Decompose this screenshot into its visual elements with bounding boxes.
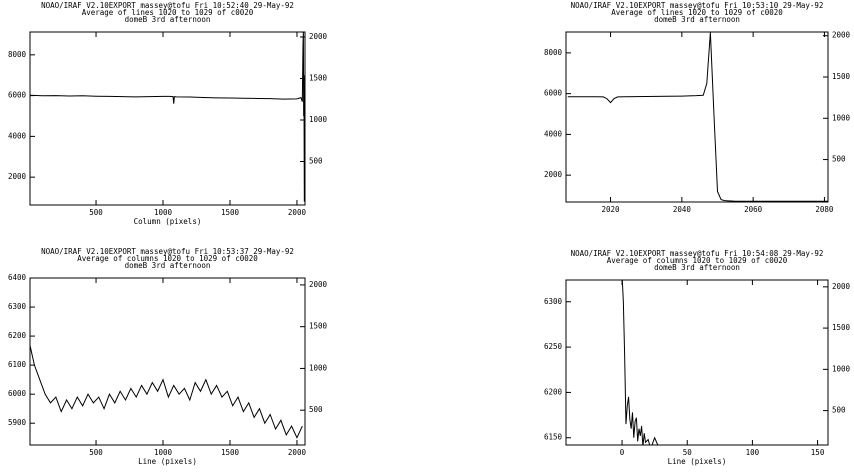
plot-title: Average of columns 1020 to 1029 of c0020: [607, 256, 788, 265]
y2-tick-label: 1500: [832, 323, 851, 332]
plot-frame: [29, 277, 306, 446]
x-tick-label: 2000: [288, 448, 307, 457]
y2-tick-label: 1500: [309, 322, 328, 331]
x-axis-label: Line (pixels): [668, 457, 727, 466]
y-tick-label: 6200: [8, 331, 27, 340]
plot-frame: [29, 31, 306, 206]
plot-title: domeB 3rd afternoon: [654, 15, 740, 24]
plot-title: Average of columns 1020 to 1029 of c0020: [77, 254, 258, 263]
y2-tick-label: 1000: [832, 364, 851, 373]
x-tick-label: 2080: [815, 205, 834, 214]
x-tick-label: 500: [89, 208, 103, 217]
y-tick-label: 6200: [544, 387, 563, 396]
plot-title: domeB 3rd afternoon: [125, 261, 211, 270]
y-tick-label: 4000: [544, 129, 563, 138]
x-axis-label: Column (pixels): [134, 217, 202, 226]
plot-title: Average of lines 1020 to 1029 of c0020: [82, 8, 254, 17]
y-tick-label: 6250: [544, 342, 563, 351]
y-tick-label: 8000: [8, 50, 27, 59]
data-line: [621, 280, 659, 445]
y-tick-label: 6100: [8, 360, 27, 369]
y-tick-label: 6150: [544, 433, 563, 442]
x-tick-label: 2040: [673, 205, 692, 214]
x-tick-label: 1000: [154, 448, 173, 457]
x-tick-label: 0: [620, 448, 625, 457]
plot-title: NOAO/IRAF V2.10EXPORT massey@tofu Fri 10…: [571, 249, 824, 258]
plot-title: NOAO/IRAF V2.10EXPORT massey@tofu Fri 10…: [41, 1, 294, 10]
plot-frame: [565, 279, 829, 446]
y-tick-label: 6300: [544, 297, 563, 306]
y2-tick-label: 2000: [832, 31, 851, 40]
y-tick-label: 6400: [8, 273, 27, 282]
y2-tick-label: 1500: [832, 72, 851, 81]
y-tick-label: 6000: [544, 89, 563, 98]
x-tick-label: 150: [811, 448, 825, 457]
y-tick-label: 2000: [8, 172, 27, 181]
y-tick-label: 6000: [8, 91, 27, 100]
x-tick-label: 2020: [602, 205, 621, 214]
plot-title: NOAO/IRAF V2.10EXPORT massey@tofu Fri 10…: [41, 247, 294, 256]
y2-tick-label: 2000: [832, 282, 851, 291]
y-tick-label: 8000: [544, 48, 563, 57]
y2-tick-label: 500: [832, 155, 846, 164]
data-line: [567, 32, 828, 202]
y-tick-label: 6300: [8, 302, 27, 311]
plot-title: Average of lines 1020 to 1029 of c0020: [611, 8, 783, 17]
x-tick-label: 1500: [221, 208, 240, 217]
x-tick-label: 500: [89, 448, 103, 457]
plot-title: NOAO/IRAF V2.10EXPORT massey@tofu Fri 10…: [571, 1, 824, 10]
y-tick-label: 4000: [8, 131, 27, 140]
x-tick-label: 1000: [154, 208, 173, 217]
plot-frame: [565, 31, 829, 203]
y2-tick-label: 1000: [309, 115, 328, 124]
y2-tick-label: 500: [309, 157, 323, 166]
y2-tick-label: 1500: [309, 73, 328, 82]
x-tick-label: 50: [683, 448, 693, 457]
data-line: [30, 32, 305, 202]
data-line: [30, 343, 303, 439]
plot-title: domeB 3rd afternoon: [654, 263, 740, 272]
y-tick-label: 6000: [8, 389, 27, 398]
y2-tick-label: 2000: [309, 280, 328, 289]
x-tick-label: 2060: [744, 205, 763, 214]
y2-tick-label: 500: [309, 405, 323, 414]
y2-tick-label: 2000: [309, 32, 328, 41]
x-tick-label: 1500: [221, 448, 240, 457]
x-axis-label: Line (pixels): [138, 457, 197, 466]
y2-tick-label: 500: [832, 406, 846, 415]
x-tick-label: 100: [746, 448, 760, 457]
y2-tick-label: 1000: [832, 113, 851, 122]
y-tick-label: 2000: [544, 170, 563, 179]
y-tick-label: 5900: [8, 418, 27, 427]
x-tick-label: 2000: [288, 208, 307, 217]
plot-title: domeB 3rd afternoon: [125, 15, 211, 24]
y2-tick-label: 1000: [309, 363, 328, 372]
